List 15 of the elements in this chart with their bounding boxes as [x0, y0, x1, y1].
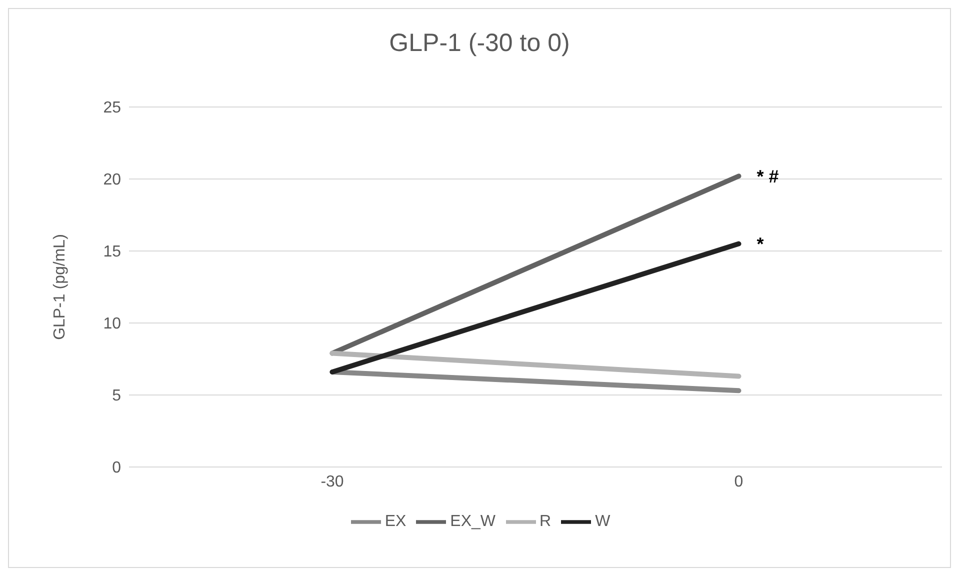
x-tick-label: -30	[320, 473, 344, 490]
y-tick-label: 15	[103, 244, 122, 261]
y-tick-label: 20	[103, 172, 122, 189]
legend-label: R	[540, 513, 552, 530]
y-axis-title: GLP-1 (pg/mL)	[52, 234, 69, 340]
legend-label: EX	[384, 513, 406, 530]
annotation: *	[756, 234, 764, 254]
legend-label: W	[595, 513, 610, 530]
y-tick-label: 0	[112, 460, 122, 477]
legend-label: EX_W	[450, 513, 496, 530]
chart-title: GLP-1 (-30 to 0)	[388, 29, 571, 58]
y-tick-label: 5	[112, 388, 122, 405]
y-tick-label: 25	[103, 100, 122, 117]
y-tick-label: 10	[103, 316, 122, 333]
annotation: * #	[756, 166, 779, 187]
